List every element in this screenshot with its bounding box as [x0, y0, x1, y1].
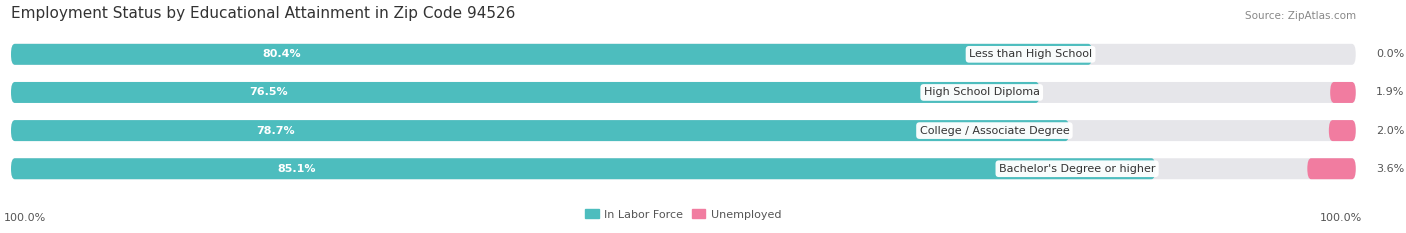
FancyBboxPatch shape: [11, 158, 1355, 179]
Text: High School Diploma: High School Diploma: [924, 87, 1039, 97]
FancyBboxPatch shape: [1308, 158, 1355, 179]
Text: College / Associate Degree: College / Associate Degree: [920, 126, 1070, 136]
FancyBboxPatch shape: [11, 44, 1092, 65]
Text: 100.0%: 100.0%: [4, 213, 46, 223]
Legend: In Labor Force, Unemployed: In Labor Force, Unemployed: [581, 205, 786, 224]
Text: 100.0%: 100.0%: [1320, 213, 1362, 223]
FancyBboxPatch shape: [11, 82, 1039, 103]
Text: 2.0%: 2.0%: [1376, 126, 1405, 136]
FancyBboxPatch shape: [1330, 82, 1355, 103]
Text: 1.9%: 1.9%: [1376, 87, 1405, 97]
FancyBboxPatch shape: [1329, 120, 1355, 141]
Text: 80.4%: 80.4%: [262, 49, 301, 59]
Text: Less than High School: Less than High School: [969, 49, 1092, 59]
Text: 3.6%: 3.6%: [1376, 164, 1405, 174]
Text: 0.0%: 0.0%: [1376, 49, 1405, 59]
Text: Bachelor's Degree or higher: Bachelor's Degree or higher: [998, 164, 1156, 174]
Text: 78.7%: 78.7%: [256, 126, 295, 136]
Text: 76.5%: 76.5%: [249, 87, 287, 97]
FancyBboxPatch shape: [11, 120, 1355, 141]
FancyBboxPatch shape: [11, 120, 1070, 141]
FancyBboxPatch shape: [11, 82, 1355, 103]
FancyBboxPatch shape: [11, 158, 1156, 179]
Text: Source: ZipAtlas.com: Source: ZipAtlas.com: [1244, 11, 1355, 21]
Text: Employment Status by Educational Attainment in Zip Code 94526: Employment Status by Educational Attainm…: [11, 6, 516, 21]
Text: 85.1%: 85.1%: [278, 164, 316, 174]
FancyBboxPatch shape: [11, 44, 1355, 65]
